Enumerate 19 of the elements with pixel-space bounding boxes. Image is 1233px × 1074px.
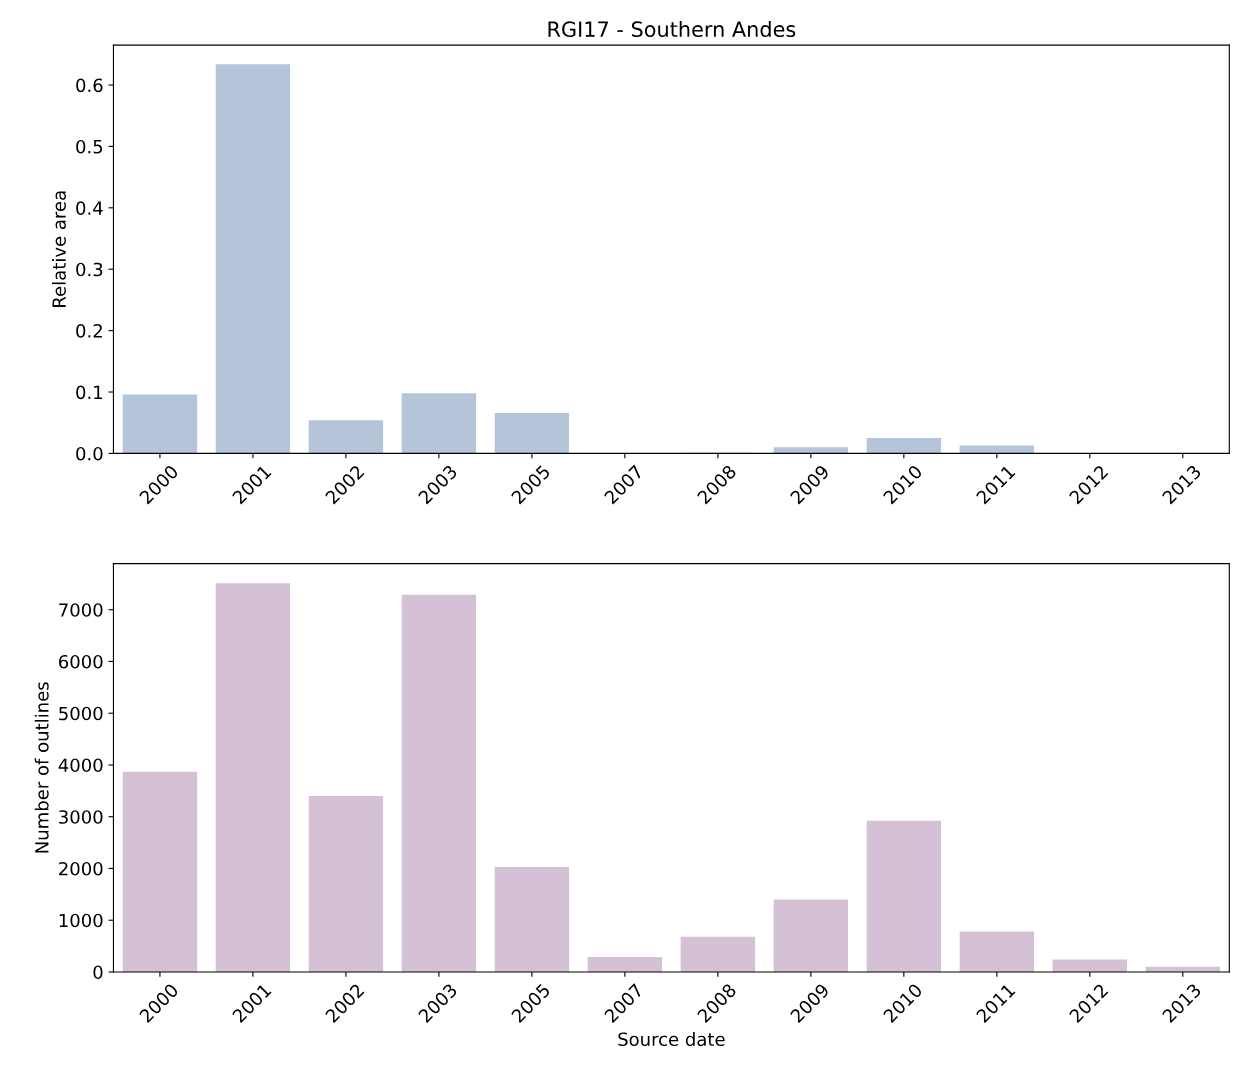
y-tick-label: 0.5 [76, 139, 103, 154]
y-tick-label: 0.2 [76, 324, 102, 338]
y-axis-title: Number of outlines [34, 682, 49, 853]
y-tick-label: 7000 [59, 603, 103, 617]
x-axis-title: Source date [618, 1032, 725, 1047]
y-tick-label: 0.4 [76, 201, 103, 215]
chart-title: RGI17 - Southern Andes [548, 20, 796, 38]
y-tick-label: 4000 [58, 758, 103, 773]
y-tick-label: 2000 [59, 861, 103, 876]
y-tick-label: 0.6 [76, 78, 103, 93]
y-tick-label: 3000 [59, 810, 103, 824]
y-tick-label: 0.3 [76, 262, 103, 277]
y-axis-title: Relative area [51, 191, 66, 307]
y-tick-label: 0.1 [76, 385, 103, 400]
y-tick-label: 0 [93, 965, 103, 980]
y-tick-label: 1000 [59, 913, 103, 928]
y-tick-label: 5000 [59, 706, 103, 721]
y-tick-label: 6000 [59, 654, 103, 669]
y-tick-label: 0.0 [76, 446, 103, 461]
